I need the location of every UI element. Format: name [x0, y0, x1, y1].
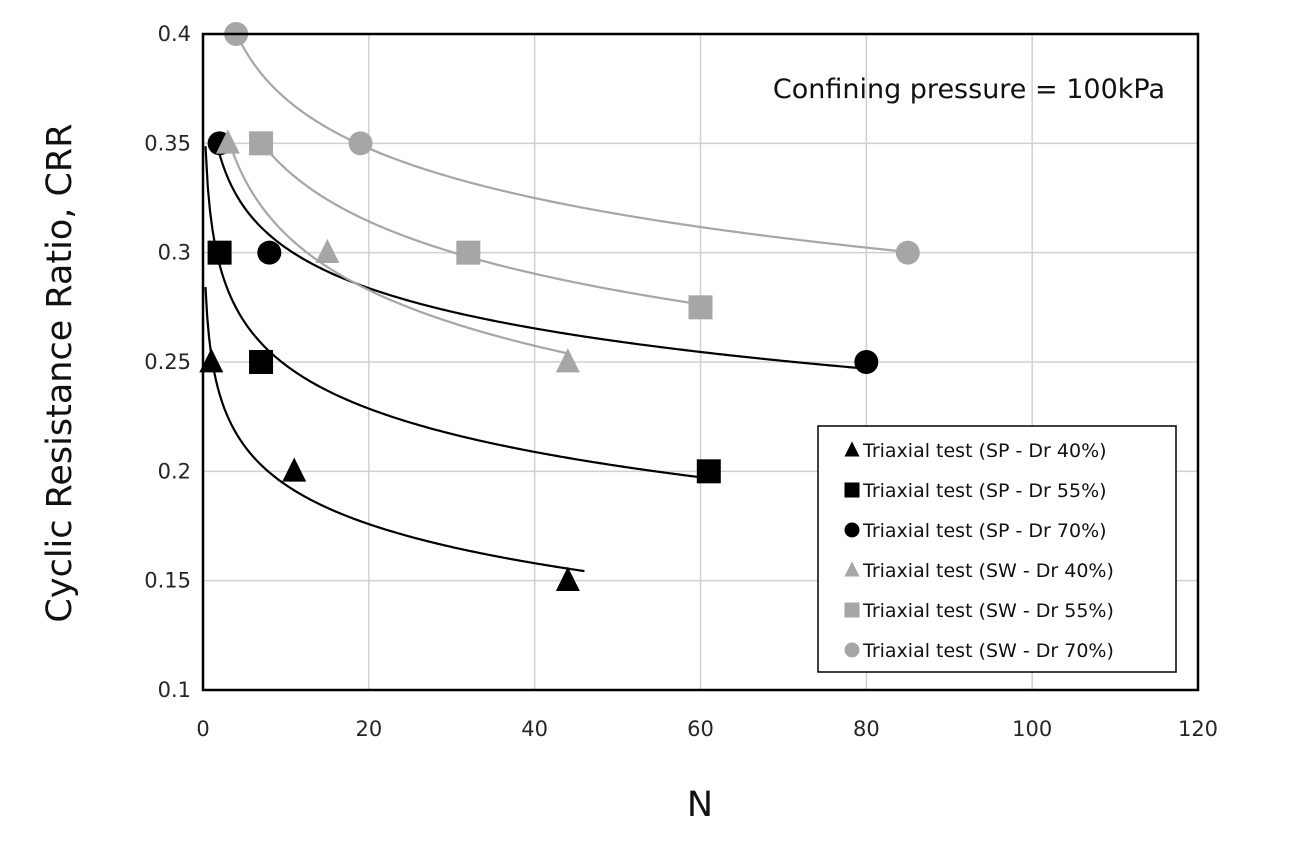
legend-label-series-3: Triaxial test (SP - Dr 70%) — [862, 520, 1107, 542]
data-point-series-1 — [282, 457, 307, 482]
legend-box — [817, 425, 1177, 673]
data-point-series-2 — [207, 240, 232, 265]
data-point-series-5 — [249, 131, 274, 156]
legend-marker-series-6 — [844, 642, 860, 658]
x-tick-label: 60 — [687, 717, 714, 741]
x-axis-title: N — [687, 785, 713, 825]
data-point-series-2 — [249, 350, 274, 374]
confining-pressure-annotation: Confining pressure = 100kPa — [773, 74, 1165, 105]
data-point-series-6 — [895, 240, 920, 265]
legend-marker-series-4 — [844, 561, 860, 577]
y-tick-label: 0.25 — [144, 350, 191, 374]
y-tick-label: 0.3 — [158, 241, 191, 265]
data-point-series-2 — [696, 459, 721, 484]
legend-label-series-5: Triaxial test (SW - Dr 55%) — [862, 600, 1114, 622]
tick-labels: 0 20 40 60 80 100 120 0.1 0.15 0.2 0.25 0.3 0.35 0.4 — [144, 22, 1218, 741]
legend-label-series-4: Triaxial test (SW - Dr 40%) — [862, 560, 1114, 582]
fit-curve-series-5 — [260, 141, 701, 306]
x-tick-label: 20 — [355, 717, 382, 741]
y-tick-label: 0.35 — [144, 131, 191, 155]
x-tick-label: 120 — [1178, 717, 1218, 741]
data-point-series-1 — [555, 566, 580, 592]
legend-marker-series-1 — [844, 441, 860, 457]
plot-frame — [201, 32, 1200, 692]
data-point-series-5 — [688, 295, 713, 320]
y-tick-label: 0.2 — [158, 459, 191, 483]
x-tick-label: 0 — [196, 717, 209, 741]
data-point-series-4 — [315, 238, 340, 264]
fit-curve-series-1 — [204, 287, 585, 573]
data-point-series-4 — [555, 348, 580, 373]
data-point-series-6 — [348, 131, 373, 156]
y-tick-label: 0.1 — [158, 678, 191, 702]
fit-curve-series-2 — [204, 146, 709, 480]
fit-curve-series-6 — [235, 33, 908, 254]
x-tick-label: 40 — [521, 717, 548, 741]
fit-curve-series-3 — [218, 154, 867, 370]
fit-curves — [204, 33, 908, 573]
legend-label-series-6: Triaxial test (SW - Dr 70%) — [862, 640, 1114, 662]
data-point-series-3 — [854, 350, 879, 374]
data-markers — [199, 22, 920, 592]
legend-marker-series-3 — [844, 522, 860, 538]
legend-marker-series-5 — [844, 602, 860, 618]
legend-label-series-1: Triaxial test (SP - Dr 40%) — [862, 440, 1107, 462]
legend-label-series-2: Triaxial test (SP - Dr 55%) — [862, 480, 1107, 502]
fit-curve-series-4 — [226, 137, 569, 355]
y-axis-title: Cyclic Resistance Ratio, CRR — [40, 123, 80, 622]
x-tick-label: 100 — [1012, 717, 1052, 741]
y-tick-label: 0.4 — [158, 22, 191, 46]
data-point-series-4 — [215, 129, 240, 154]
data-point-series-5 — [456, 240, 481, 265]
x-tick-label: 80 — [853, 717, 880, 741]
legend: Triaxial test (SP - Dr 40%) Triaxial test… — [817, 425, 1177, 673]
data-point-series-3 — [257, 240, 282, 265]
y-tick-label: 0.15 — [144, 569, 191, 593]
legend-marker-series-2 — [844, 482, 860, 498]
data-point-series-1 — [199, 348, 224, 373]
